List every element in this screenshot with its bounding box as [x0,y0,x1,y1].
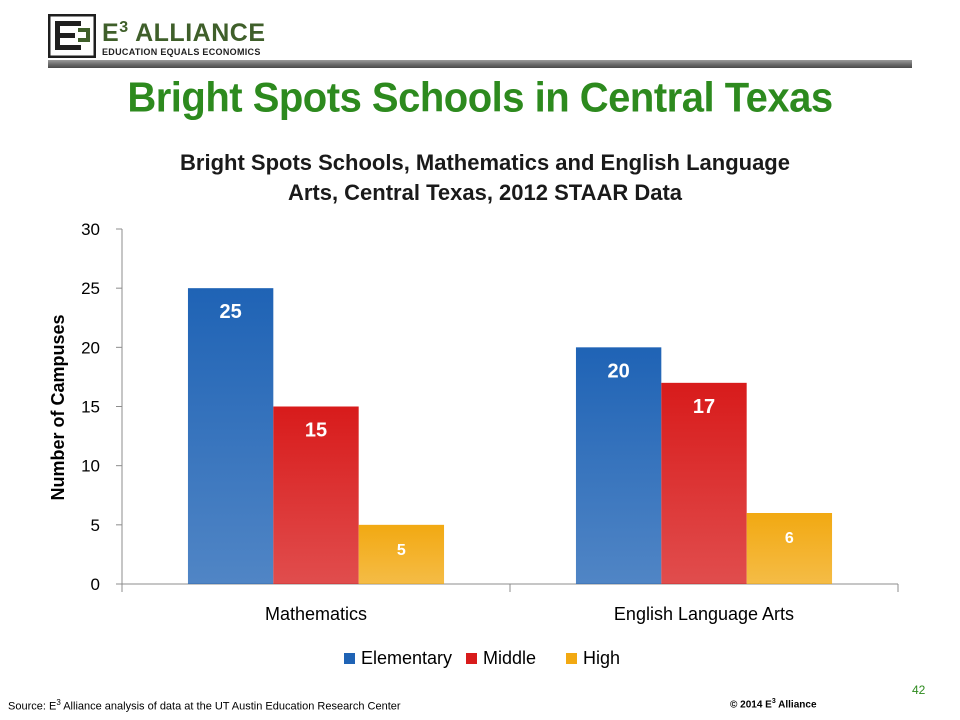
y-tick-label: 20 [81,338,100,357]
logo-name: E3 ALLIANCE [102,19,266,47]
bar-middle-2 [661,382,747,584]
legend-label-high: High [583,648,620,668]
bar-middle-1 [273,406,359,584]
legend-label-elementary: Elementary [361,648,452,668]
x-category-label: English Language Arts [614,604,794,624]
chart-title: Bright Spots Schools, Mathematics and En… [100,148,870,208]
bar-high-2 [746,513,833,584]
e3-alliance-logo: E3 ALLIANCE EDUCATION EQUALS ECONOMICS [48,14,266,58]
source-note: Source: E3 Alliance analysis of data at … [8,698,401,713]
legend-label-middle: Middle [483,648,536,668]
legend-swatch-middle [466,653,477,664]
y-tick-label: 25 [81,279,100,298]
legend-swatch-elementary [344,653,355,664]
data-label-high-1: 5 [397,542,406,559]
copyright-note: © 2014 E3 Alliance [730,698,817,711]
header-divider [48,60,912,68]
data-label-elementary-2: 20 [608,360,630,382]
data-label-middle-1: 15 [305,420,327,442]
bar-elementary-1 [187,288,274,584]
page-number: 42 [912,683,926,697]
y-tick-label: 10 [81,457,100,476]
logo-mark-icon [48,14,96,58]
chart-title-line-1: Bright Spots Schools, Mathematics and En… [180,150,790,175]
y-tick-label: 30 [81,220,100,239]
y-tick-label: 0 [91,575,100,594]
y-axis-title: Number of Campuses [48,314,68,500]
data-label-middle-2: 17 [693,396,715,418]
data-label-elementary-1: 25 [220,301,242,323]
slide-title: Bright Spots Schools in Central Texas [127,74,833,122]
y-tick-label: 5 [91,516,100,535]
data-label-high-2: 6 [785,530,794,547]
chart-title-line-2: Arts, Central Texas, 2012 STAAR Data [287,180,683,205]
bar-high-1 [358,524,445,584]
bar-elementary-2 [575,347,662,584]
legend-swatch-high [566,653,577,664]
y-tick-label: 15 [81,398,100,417]
x-category-label: Mathematics [265,604,367,624]
logo-tagline: EDUCATION EQUALS ECONOMICS [102,47,261,57]
